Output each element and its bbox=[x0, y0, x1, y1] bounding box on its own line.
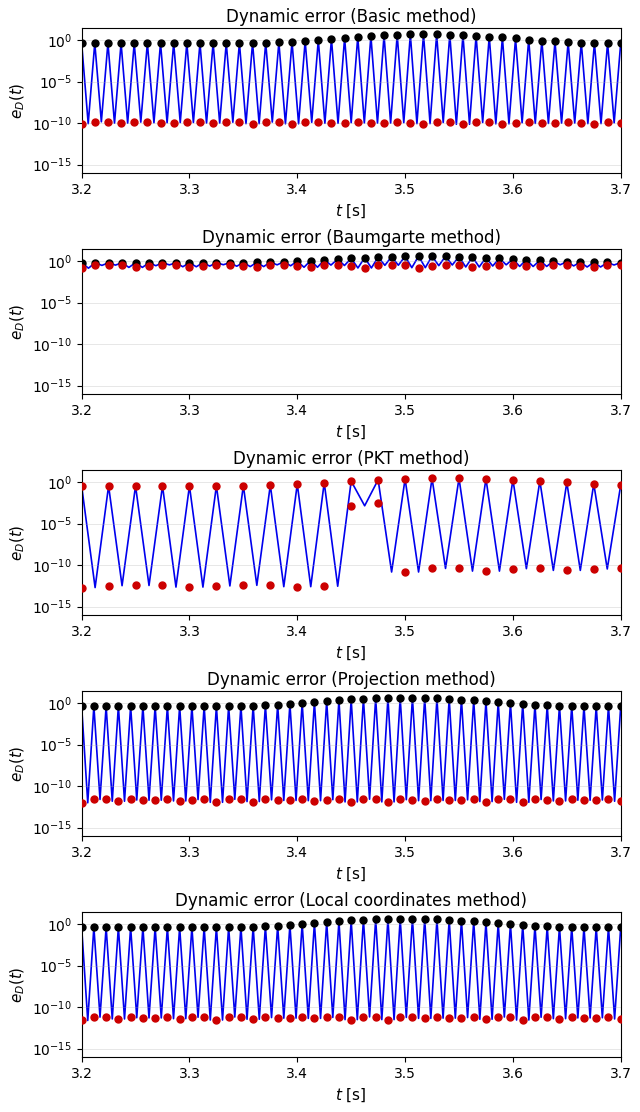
Y-axis label: $e_D(t)$: $e_D(t)$ bbox=[8, 966, 27, 1003]
Title: Dynamic error (Local coordinates method): Dynamic error (Local coordinates method) bbox=[175, 892, 527, 911]
X-axis label: $t\ \mathrm{[s]}$: $t\ \mathrm{[s]}$ bbox=[335, 865, 367, 883]
Y-axis label: $e_D(t)$: $e_D(t)$ bbox=[8, 82, 27, 119]
Title: Dynamic error (PKT method): Dynamic error (PKT method) bbox=[233, 450, 469, 468]
X-axis label: $t\ \mathrm{[s]}$: $t\ \mathrm{[s]}$ bbox=[335, 424, 367, 440]
Title: Dynamic error (Projection method): Dynamic error (Projection method) bbox=[207, 672, 495, 689]
X-axis label: $t\ \mathrm{[s]}$: $t\ \mathrm{[s]}$ bbox=[335, 1086, 367, 1104]
Y-axis label: $e_D(t)$: $e_D(t)$ bbox=[8, 524, 27, 560]
X-axis label: $t\ \mathrm{[s]}$: $t\ \mathrm{[s]}$ bbox=[335, 202, 367, 220]
Title: Dynamic error (Basic method): Dynamic error (Basic method) bbox=[226, 8, 476, 27]
X-axis label: $t\ \mathrm{[s]}$: $t\ \mathrm{[s]}$ bbox=[335, 644, 367, 662]
Y-axis label: $e_D(t)$: $e_D(t)$ bbox=[8, 304, 27, 339]
Y-axis label: $e_D(t)$: $e_D(t)$ bbox=[8, 745, 27, 782]
Title: Dynamic error (Baumgarte method): Dynamic error (Baumgarte method) bbox=[202, 229, 500, 247]
